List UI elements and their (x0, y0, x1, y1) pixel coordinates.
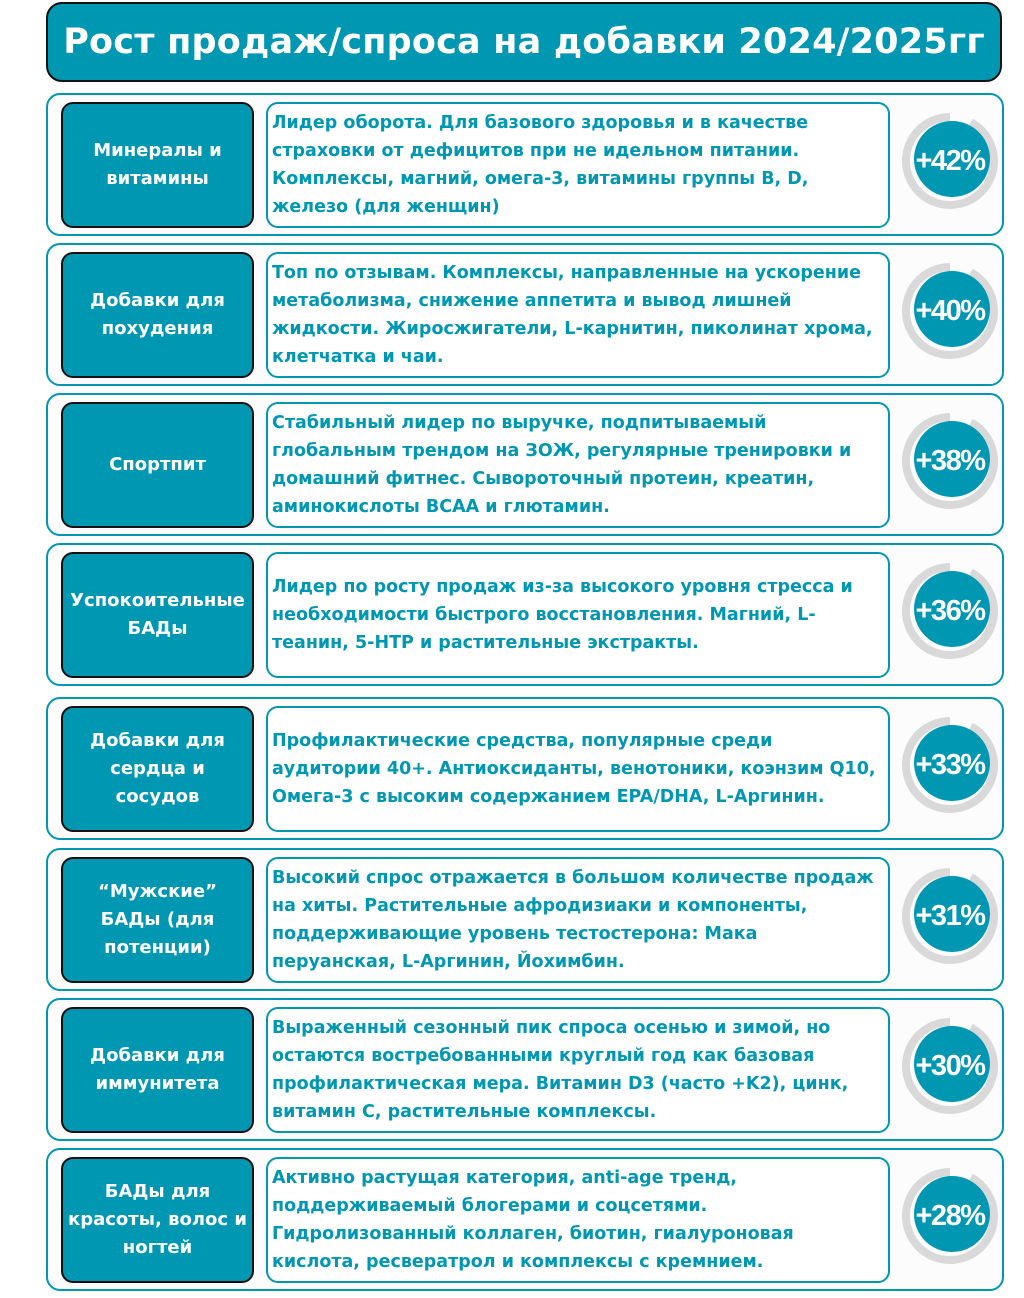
description-text: Стабильный лидер по выручке, подпитываем… (272, 413, 852, 517)
category-row: “Мужские” БАДы (для потенции) Высокий сп… (46, 848, 1004, 991)
page-title: Рост продаж/спроса на добавки 2024/2025г… (46, 2, 1002, 82)
category-text: Спортпит (109, 454, 206, 475)
category-row: БАДы для красоты, волос и ногтей Активно… (46, 1148, 1004, 1291)
growth-value: +36% (915, 594, 986, 627)
category-row: Минералы и витамины Лидер оборота. Для б… (46, 93, 1004, 236)
growth-badge: +33% (900, 715, 1000, 815)
growth-ring-icon (902, 563, 998, 659)
growth-value: +33% (915, 748, 986, 781)
category-description: Стабильный лидер по выручке, подпитываем… (266, 402, 890, 528)
growth-value: +30% (915, 1049, 986, 1082)
category-label: Добавки для иммунитета (61, 1007, 254, 1133)
category-label: БАДы для красоты, волос и ногтей (61, 1157, 254, 1283)
category-label: Добавки для сердца и сосудов (61, 706, 254, 832)
category-text: Минералы и витамины (93, 140, 222, 189)
category-description: Высокий спрос отражается в большом колич… (266, 857, 890, 983)
description-text: Лидер по росту продаж из-за высокого уро… (272, 577, 853, 653)
category-row: Добавки для иммунитета Выраженный сезонн… (46, 998, 1004, 1141)
category-label: Спортпит (61, 402, 254, 528)
growth-ring-icon (902, 1018, 998, 1114)
growth-badge: +28% (900, 1166, 1000, 1266)
description-text: Лидер оборота. Для базового здоровья и в… (272, 113, 809, 217)
category-label: Успокоительные БАДы (61, 552, 254, 678)
category-row: Спортпит Стабильный лидер по выручке, по… (46, 393, 1004, 536)
growth-badge: +30% (900, 1016, 1000, 1116)
growth-ring-icon (902, 413, 998, 509)
growth-value: +31% (915, 899, 986, 932)
growth-ring-icon (902, 113, 998, 209)
growth-ring-icon (902, 868, 998, 964)
growth-badge: +36% (900, 561, 1000, 661)
growth-badge: +40% (900, 261, 1000, 361)
growth-ring-icon (902, 717, 998, 813)
category-description: Профилактические средства, популярные ср… (266, 706, 890, 832)
growth-value: +38% (915, 444, 986, 477)
growth-badge: +38% (900, 411, 1000, 511)
growth-value: +42% (915, 144, 986, 177)
category-text: Добавки для похудения (90, 290, 225, 339)
category-text: Добавки для сердца и сосудов (90, 730, 225, 807)
category-text: Добавки для иммунитета (90, 1045, 225, 1094)
description-text: Высокий спрос отражается в большом колич… (272, 868, 874, 972)
description-text: Профилактические средства, популярные ср… (272, 731, 876, 807)
category-text: “Мужские” БАДы (для потенции) (98, 881, 217, 958)
category-description: Выраженный сезонный пик спроса осенью и … (266, 1007, 890, 1133)
category-description: Лидер оборота. Для базового здоровья и в… (266, 102, 890, 228)
growth-badge: +31% (900, 866, 1000, 966)
category-description: Лидер по росту продаж из-за высокого уро… (266, 552, 890, 678)
category-row: Добавки для похудения Топ по отзывам. Ко… (46, 243, 1004, 386)
description-text: Топ по отзывам. Комплексы, направленные … (272, 263, 873, 367)
growth-ring-icon (902, 1168, 998, 1264)
category-description: Топ по отзывам. Комплексы, направленные … (266, 252, 890, 378)
growth-value: +40% (915, 294, 986, 327)
growth-value: +28% (915, 1199, 986, 1232)
category-description: Активно растущая категория, anti-age тре… (266, 1157, 890, 1283)
description-text: Выраженный сезонный пик спроса осенью и … (272, 1018, 849, 1122)
category-label: Добавки для похудения (61, 252, 254, 378)
category-label: Минералы и витамины (61, 102, 254, 228)
category-label: “Мужские” БАДы (для потенции) (61, 857, 254, 983)
description-text: Активно растущая категория, anti-age тре… (272, 1168, 794, 1272)
category-row: Добавки для сердца и сосудов Профилактич… (46, 697, 1004, 840)
growth-ring-icon (902, 263, 998, 359)
growth-badge: +42% (900, 111, 1000, 211)
category-row: Успокоительные БАДы Лидер по росту прода… (46, 543, 1004, 686)
category-text: Успокоительные БАДы (70, 590, 245, 639)
category-text: БАДы для красоты, волос и ногтей (68, 1181, 247, 1258)
